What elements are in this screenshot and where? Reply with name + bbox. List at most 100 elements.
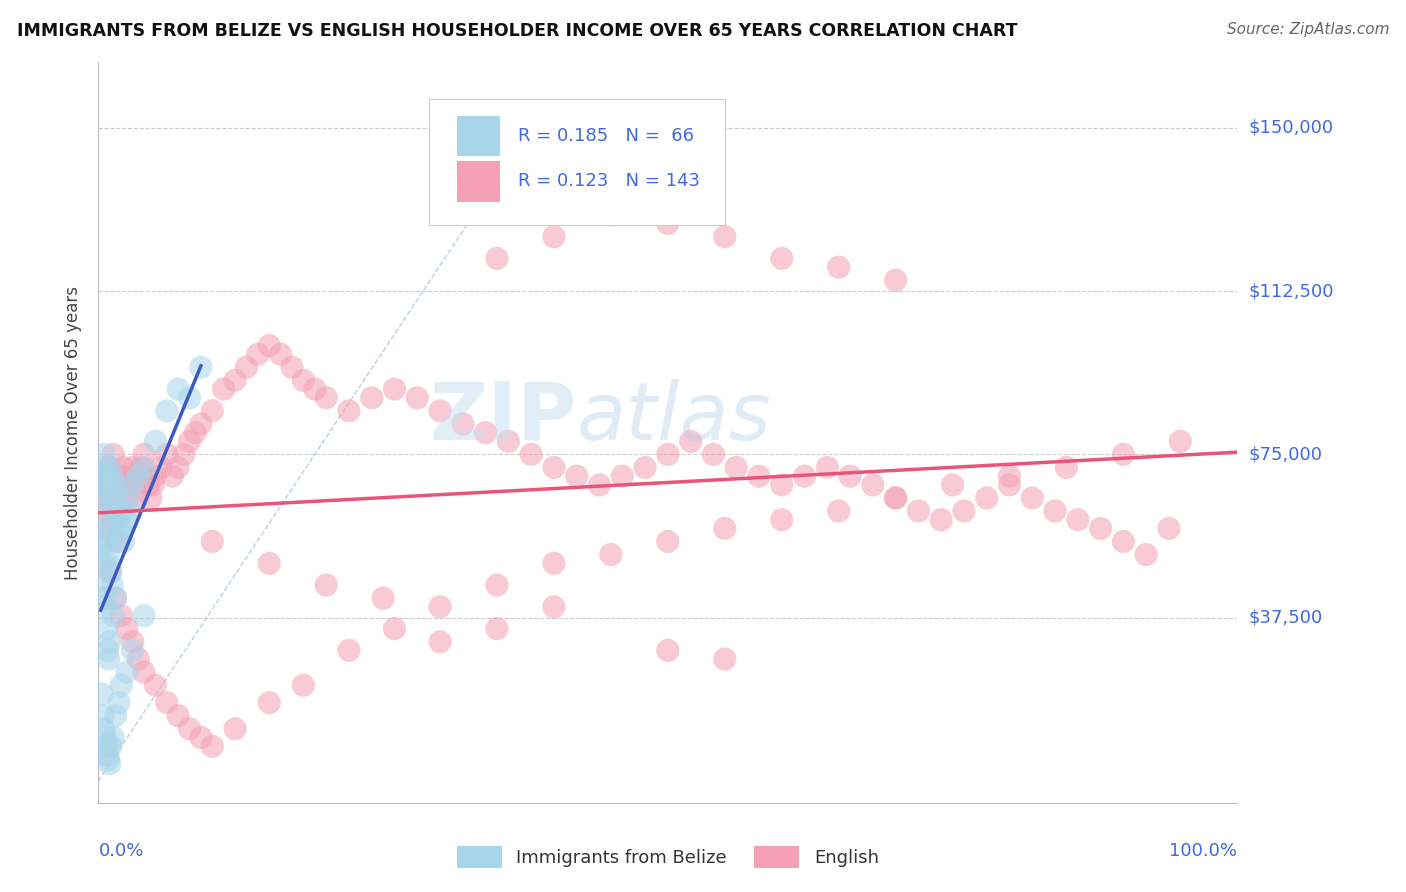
Point xyxy=(100,739,122,754)
Point xyxy=(98,534,121,549)
Point xyxy=(96,521,118,535)
Point xyxy=(543,229,565,244)
Point xyxy=(101,469,124,483)
Point xyxy=(167,460,190,475)
Point xyxy=(565,469,588,483)
Point xyxy=(111,521,134,535)
Point xyxy=(104,708,127,723)
Point xyxy=(474,425,496,440)
Point xyxy=(97,548,120,562)
Point xyxy=(1112,534,1135,549)
Point xyxy=(657,534,679,549)
Point xyxy=(96,643,118,657)
Point xyxy=(90,534,112,549)
Point xyxy=(96,491,118,505)
Legend: Immigrants from Belize, English: Immigrants from Belize, English xyxy=(450,838,886,875)
Point xyxy=(145,678,167,692)
Point xyxy=(97,478,120,492)
Point xyxy=(94,534,117,549)
Point xyxy=(815,460,838,475)
Point xyxy=(96,739,118,754)
Point xyxy=(121,634,143,648)
Text: $112,500: $112,500 xyxy=(1249,282,1334,300)
Point xyxy=(108,491,131,505)
Point xyxy=(657,643,679,657)
Point xyxy=(94,460,117,475)
Point xyxy=(201,404,224,418)
Point xyxy=(103,504,125,518)
Point xyxy=(94,591,117,606)
Point xyxy=(384,382,406,396)
Point xyxy=(114,478,136,492)
Point xyxy=(657,217,679,231)
Point xyxy=(929,513,952,527)
Point xyxy=(190,360,212,375)
Point xyxy=(120,469,142,483)
Point xyxy=(167,708,190,723)
Point xyxy=(884,273,907,287)
Point xyxy=(135,469,157,483)
Point xyxy=(127,469,149,483)
Point xyxy=(315,391,337,405)
Point xyxy=(98,460,121,475)
Point xyxy=(132,665,155,680)
Point xyxy=(98,565,121,579)
Point xyxy=(112,534,135,549)
Text: $37,500: $37,500 xyxy=(1249,608,1323,627)
Point xyxy=(97,752,120,766)
Point xyxy=(128,469,150,483)
Text: IMMIGRANTS FROM BELIZE VS ENGLISH HOUSEHOLDER INCOME OVER 65 YEARS CORRELATION C: IMMIGRANTS FROM BELIZE VS ENGLISH HOUSEH… xyxy=(17,22,1018,40)
Point xyxy=(748,469,770,483)
Point xyxy=(953,504,976,518)
Point xyxy=(657,447,679,461)
Point xyxy=(145,469,167,483)
Point xyxy=(212,382,235,396)
Point xyxy=(976,491,998,505)
Point xyxy=(91,469,114,483)
Point xyxy=(108,696,131,710)
Point xyxy=(907,504,929,518)
Text: R = 0.185   N =  66: R = 0.185 N = 66 xyxy=(517,127,693,145)
Point xyxy=(429,404,451,418)
Point xyxy=(179,722,201,736)
Point xyxy=(173,447,195,461)
Point xyxy=(543,556,565,570)
Point xyxy=(93,599,115,614)
Point xyxy=(90,687,112,701)
Point xyxy=(884,491,907,505)
Point xyxy=(259,696,281,710)
Point xyxy=(998,478,1021,492)
Point xyxy=(121,478,143,492)
Point xyxy=(486,622,509,636)
Point xyxy=(315,578,337,592)
Point xyxy=(132,447,155,461)
Point xyxy=(702,447,724,461)
Point xyxy=(1067,513,1090,527)
Point xyxy=(201,739,224,754)
Point xyxy=(384,622,406,636)
Point xyxy=(486,252,509,266)
Point xyxy=(543,460,565,475)
Point xyxy=(93,513,115,527)
Point xyxy=(104,591,127,606)
Point xyxy=(224,373,246,387)
Point xyxy=(292,373,315,387)
Point xyxy=(103,513,125,527)
Point xyxy=(714,229,737,244)
Point xyxy=(100,565,122,579)
Point xyxy=(828,260,851,274)
Point xyxy=(96,622,118,636)
Point xyxy=(120,504,142,518)
Point xyxy=(112,460,135,475)
Point xyxy=(121,643,143,657)
Text: Source: ZipAtlas.com: Source: ZipAtlas.com xyxy=(1226,22,1389,37)
Point xyxy=(337,404,360,418)
Point xyxy=(1043,504,1066,518)
Point xyxy=(98,756,121,771)
Point xyxy=(259,338,281,352)
Point xyxy=(96,747,118,762)
Point xyxy=(103,731,125,745)
Point xyxy=(714,521,737,535)
Point xyxy=(371,591,394,606)
Point xyxy=(190,731,212,745)
